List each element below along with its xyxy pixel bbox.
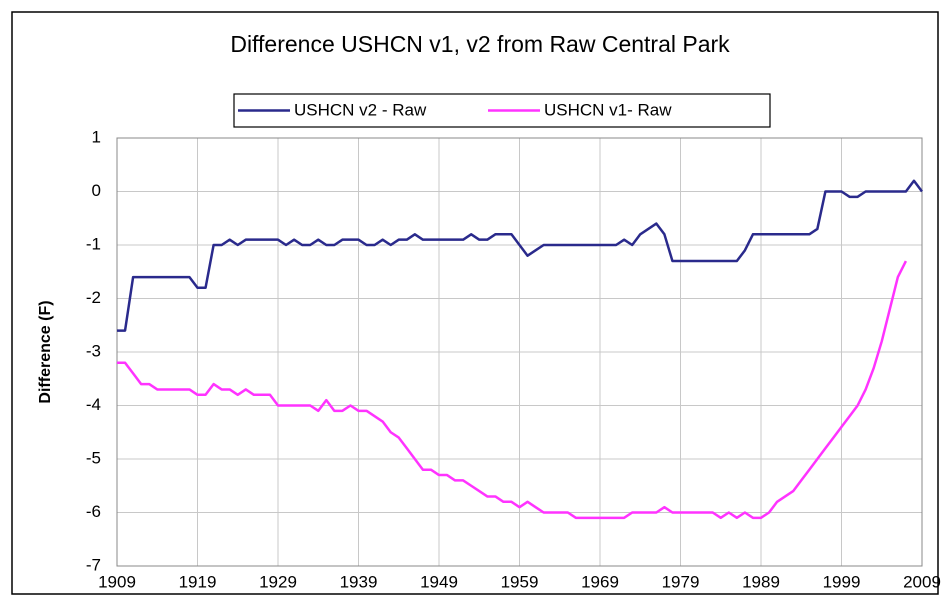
x-tick-label: 1979 <box>662 572 700 591</box>
x-tick-label: 1999 <box>823 572 861 591</box>
data-line <box>117 179 923 332</box>
x-tick-label: 1959 <box>501 572 539 591</box>
y-tick-label: -6 <box>86 502 101 521</box>
x-tick-label: 1969 <box>581 572 619 591</box>
y-axis-label: Difference (F) <box>37 300 54 403</box>
x-tick-label: 1929 <box>259 572 297 591</box>
x-tick-label: 1939 <box>340 572 378 591</box>
legend-label: USHCN v1- Raw <box>544 100 672 119</box>
x-tick-label: 1919 <box>179 572 217 591</box>
x-tick-label: 1949 <box>420 572 458 591</box>
y-tick-label: 0 <box>92 181 101 200</box>
x-tick-label: 1909 <box>98 572 136 591</box>
y-tick-label: 1 <box>92 127 101 146</box>
y-tick-label: -2 <box>86 288 101 307</box>
plot-area-border <box>116 137 923 567</box>
legend-label: USHCN v2 - Raw <box>294 100 427 119</box>
x-tick-label: 1989 <box>742 572 780 591</box>
chart-title: Difference USHCN v1, v2 from Raw Central… <box>230 31 730 57</box>
data-line <box>117 260 908 520</box>
y-tick-label: -3 <box>86 341 101 360</box>
y-tick-label: -4 <box>86 395 101 414</box>
x-tick-label: 2009 <box>903 572 941 591</box>
y-tick-label: -5 <box>86 448 101 467</box>
y-tick-label: -1 <box>86 234 101 253</box>
y-tick-label: -7 <box>86 555 101 574</box>
